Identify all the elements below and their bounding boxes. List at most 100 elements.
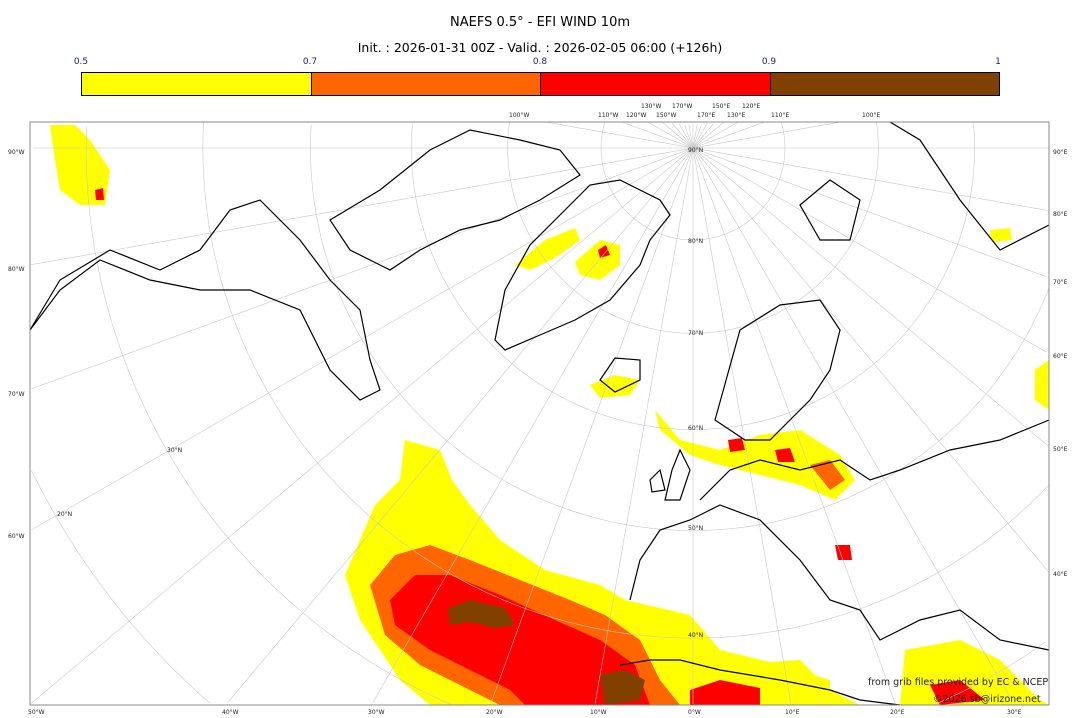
meridian-line	[30, 147, 694, 704]
meridian-line	[672, 123, 694, 149]
lon-label: 20°W	[486, 709, 503, 716]
meridian-line	[688, 124, 694, 149]
efi-area-red	[930, 680, 985, 705]
lon-label: 100°W	[509, 112, 529, 119]
meridian-line	[692, 147, 1047, 353]
lon-label: 110°E	[771, 112, 789, 119]
coastlines	[30, 122, 1049, 705]
lon-label: 130°E	[727, 112, 745, 119]
meridian-line	[692, 122, 739, 149]
colorbar-segment	[311, 73, 541, 95]
meridian-line	[692, 147, 1049, 447]
efi-area-yellow	[655, 410, 855, 500]
lat-label: 40°N	[688, 632, 703, 639]
lon-label: 70°W	[8, 391, 25, 398]
credit-text: from grib files provided by EC & NCEP	[868, 677, 1048, 688]
efi-area-yellow	[590, 375, 640, 398]
meridian-line	[692, 125, 702, 149]
efi-area-yellow	[50, 125, 110, 205]
meridian-line	[31, 147, 694, 390]
efi-area-yellow	[515, 228, 580, 270]
colorbar-tick: 0.5	[73, 57, 89, 67]
lon-label: 50°W	[28, 709, 45, 716]
efi-area-orange	[810, 460, 845, 490]
efi-area-red	[835, 545, 852, 560]
lon-label: 80°W	[8, 266, 25, 273]
efi-area-red	[690, 680, 760, 705]
lon-label: 170°W	[672, 103, 692, 110]
meridian-line	[692, 147, 1014, 703]
lon-label: 10°W	[590, 709, 607, 716]
lon-label: 80°E	[1053, 211, 1068, 218]
efi-shading	[50, 125, 1049, 705]
lat-label: 60°N	[688, 425, 703, 432]
latitude-line	[310, 124, 1049, 531]
meridian-line	[547, 122, 694, 149]
graticule	[30, 122, 1049, 705]
meridian-line	[692, 147, 792, 704]
map-frame	[29, 121, 1050, 706]
lat-label: 90°N	[688, 147, 703, 154]
colorbar-tick: 1	[995, 57, 1001, 67]
lon-label: 90°E	[1053, 149, 1068, 156]
lon-label: 70°E	[1053, 279, 1068, 286]
meridian-line	[678, 123, 694, 149]
meridian-line	[692, 122, 724, 149]
copyright-text: ©2026 sb@irizone.net	[933, 694, 1041, 705]
meridian-line	[647, 122, 694, 149]
colorbar-segment	[82, 73, 312, 95]
efi-area-red	[775, 448, 795, 462]
lon-label: 30°E	[1007, 709, 1022, 716]
lon-label: 60°E	[1053, 353, 1068, 360]
meridian-line	[684, 125, 694, 149]
colorbar-segment	[541, 73, 771, 95]
meridian-line	[372, 147, 694, 703]
latitude-line	[600, 122, 786, 241]
efi-area-brown	[600, 670, 645, 705]
meridian-line	[692, 147, 1049, 572]
latitude-line	[31, 470, 211, 704]
lon-label: 40°E	[1053, 571, 1068, 578]
lat-label: 80°N	[688, 238, 703, 245]
lon-label: 100°E	[862, 112, 880, 119]
efi-area-yellow	[575, 240, 620, 280]
map-title: NAEFS 0.5° - EFI WIND 10m	[449, 15, 630, 30]
colorbar-tick: 0.7	[302, 57, 318, 67]
lon-label: 150°E	[712, 103, 730, 110]
lon-label: 130°W	[641, 103, 661, 110]
lon-label: 120°E	[742, 103, 760, 110]
lat-label: 70°N	[688, 330, 703, 337]
lon-label: 10°E	[785, 709, 800, 716]
lon-label: 40°W	[222, 709, 239, 716]
efi-area-red	[728, 438, 745, 452]
meridian-line	[692, 124, 698, 149]
lon-label: 30°W	[368, 709, 385, 716]
meridian-line	[692, 123, 708, 149]
lat-label: 20°N	[57, 511, 72, 518]
colorbar-segment	[770, 73, 999, 95]
meridian-line	[692, 147, 1048, 211]
meridian-line	[692, 123, 714, 149]
meridian-line	[31, 147, 694, 265]
meridian-line	[692, 122, 839, 149]
map-subtitle: Init. : 2026-01-31 00Z - Valid. : 2026-0…	[357, 40, 723, 55]
lat-label: 30°N	[167, 447, 182, 454]
efi-area-brown	[448, 600, 515, 628]
efi-area-red	[598, 245, 610, 258]
efi-area-red	[95, 188, 104, 200]
colorbar-tick: 0.9	[761, 57, 777, 67]
latitude-line	[85, 126, 1046, 705]
meridian-line	[662, 122, 694, 149]
meridian-line	[490, 147, 694, 705]
lon-label: 90°W	[8, 149, 25, 156]
meridian-line	[227, 147, 694, 703]
colorbar	[81, 72, 1000, 96]
meridian-line	[692, 122, 765, 149]
latitude-line	[507, 122, 879, 334]
lon-label: 50°E	[1053, 446, 1068, 453]
colorbar-tick: 0.8	[532, 57, 548, 67]
latitude-line	[202, 122, 1049, 639]
lon-label: 60°W	[8, 533, 25, 540]
